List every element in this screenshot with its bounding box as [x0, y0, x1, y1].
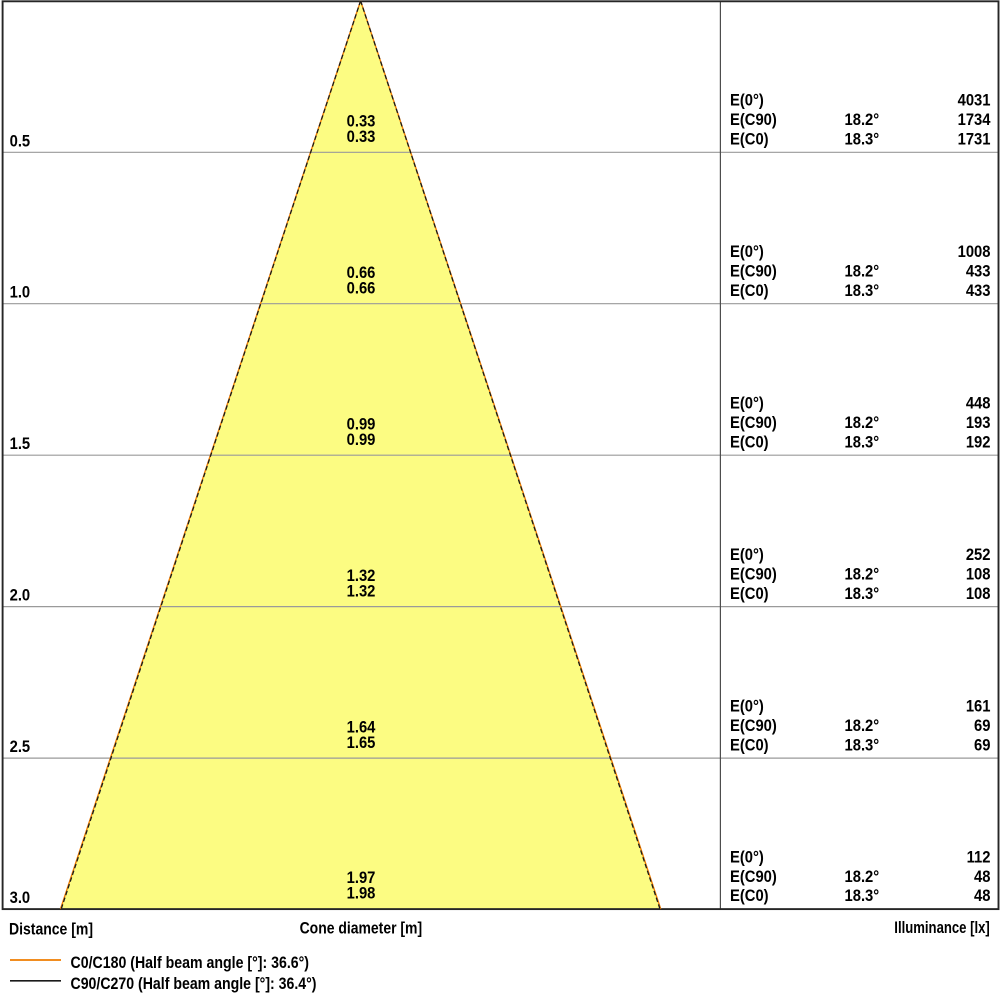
svg-text:0.33: 0.33 — [347, 128, 376, 146]
svg-text:E(C0): E(C0) — [730, 887, 769, 905]
svg-text:1.64: 1.64 — [347, 718, 376, 736]
svg-text:18.2°: 18.2° — [845, 111, 880, 129]
svg-text:E(C90): E(C90) — [730, 868, 777, 886]
svg-text:161: 161 — [966, 698, 991, 716]
svg-text:E(0°): E(0°) — [730, 546, 764, 564]
svg-text:18.3°: 18.3° — [845, 434, 880, 452]
svg-text:69: 69 — [974, 736, 991, 754]
svg-text:E(C90): E(C90) — [730, 717, 777, 735]
svg-text:18.3°: 18.3° — [845, 282, 880, 300]
svg-text:0.66: 0.66 — [347, 280, 376, 298]
svg-text:4031: 4031 — [958, 92, 991, 110]
svg-text:E(0°): E(0°) — [730, 243, 764, 261]
svg-text:1.65: 1.65 — [347, 734, 376, 752]
svg-text:E(0°): E(0°) — [730, 849, 764, 867]
svg-text:1008: 1008 — [958, 243, 991, 261]
svg-text:18.2°: 18.2° — [845, 717, 880, 735]
svg-text:433: 433 — [966, 263, 991, 281]
svg-text:193: 193 — [966, 414, 991, 432]
svg-text:1731: 1731 — [958, 131, 991, 149]
svg-text:69: 69 — [974, 717, 991, 735]
svg-text:1.32: 1.32 — [347, 582, 376, 600]
svg-text:18.2°: 18.2° — [845, 414, 880, 432]
svg-text:1.32: 1.32 — [347, 567, 376, 585]
svg-text:C0/C180 (Half beam angle [°]:: C0/C180 (Half beam angle [°]: 36.6°) — [71, 953, 310, 972]
svg-text:18.2°: 18.2° — [845, 566, 880, 584]
svg-text:108: 108 — [966, 566, 991, 584]
svg-text:2.5: 2.5 — [10, 738, 31, 756]
svg-text:18.2°: 18.2° — [845, 868, 880, 886]
svg-text:2.0: 2.0 — [10, 587, 31, 605]
svg-text:0.99: 0.99 — [347, 431, 376, 449]
svg-text:18.3°: 18.3° — [845, 887, 880, 905]
svg-text:108: 108 — [966, 585, 991, 603]
svg-text:E(C90): E(C90) — [730, 263, 777, 281]
svg-text:18.3°: 18.3° — [845, 131, 880, 149]
svg-text:433: 433 — [966, 282, 991, 300]
svg-text:1.5: 1.5 — [10, 435, 31, 453]
svg-text:0.5: 0.5 — [10, 132, 31, 150]
svg-text:192: 192 — [966, 434, 991, 452]
svg-text:112: 112 — [967, 849, 991, 867]
svg-text:1.97: 1.97 — [347, 869, 376, 887]
svg-text:448: 448 — [966, 395, 991, 413]
svg-text:E(C0): E(C0) — [730, 434, 769, 452]
svg-text:252: 252 — [966, 546, 991, 564]
svg-text:E(0°): E(0°) — [730, 698, 764, 716]
svg-text:E(C0): E(C0) — [730, 282, 769, 300]
svg-text:E(C90): E(C90) — [730, 414, 777, 432]
svg-text:Cone diameter [m]: Cone diameter [m] — [300, 919, 423, 938]
svg-text:18.3°: 18.3° — [845, 736, 880, 754]
svg-text:0.99: 0.99 — [347, 416, 376, 434]
svg-text:18.3°: 18.3° — [845, 585, 880, 603]
svg-text:E(C90): E(C90) — [730, 566, 777, 584]
svg-text:E(C0): E(C0) — [730, 131, 769, 149]
svg-text:1.0: 1.0 — [10, 284, 31, 302]
svg-text:C90/C270 (Half beam angle [°]:: C90/C270 (Half beam angle [°]: 36.4°) — [71, 974, 317, 993]
svg-text:E(0°): E(0°) — [730, 395, 764, 413]
svg-text:Distance [m]: Distance [m] — [9, 920, 93, 939]
svg-text:E(C0): E(C0) — [730, 585, 769, 603]
svg-text:3.0: 3.0 — [10, 889, 31, 907]
svg-text:E(0°): E(0°) — [730, 92, 764, 110]
svg-text:E(C0): E(C0) — [730, 736, 769, 754]
svg-text:1.98: 1.98 — [347, 885, 376, 903]
svg-text:0.66: 0.66 — [347, 264, 376, 282]
svg-text:E(C90): E(C90) — [730, 111, 777, 129]
svg-text:48: 48 — [974, 868, 991, 886]
svg-text:48: 48 — [974, 887, 991, 905]
svg-text:18.2°: 18.2° — [845, 263, 880, 281]
svg-text:Illuminance [lx]: Illuminance [lx] — [894, 918, 990, 937]
svg-text:1734: 1734 — [958, 111, 991, 129]
svg-text:0.33: 0.33 — [347, 113, 376, 131]
